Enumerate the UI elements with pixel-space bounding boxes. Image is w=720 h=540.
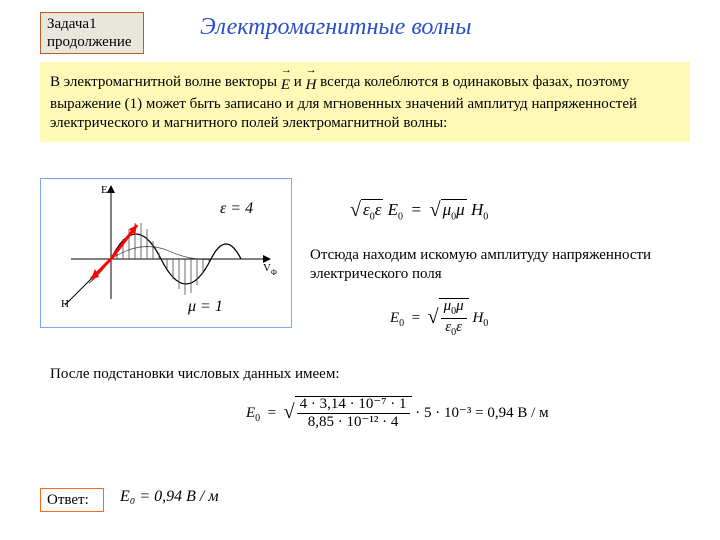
- paragraph-2: После подстановки числовых данных имеем:: [50, 366, 340, 383]
- vector-e: E: [281, 70, 290, 95]
- eq1-rhs-root: μ0μ: [430, 198, 467, 222]
- eq3-den: 8,85 · 10⁻¹² · 4: [297, 414, 410, 430]
- equation-1: ε0ε E0 = μ0μ H0: [350, 198, 488, 222]
- eq2-eq: =: [412, 310, 420, 326]
- equation-3: E0 = 4 · 3,14 · 10⁻⁷ · 1 8,85 · 10⁻¹² · …: [246, 396, 549, 430]
- eq1-lhs-root: ε0ε: [350, 198, 383, 222]
- axis-v-sub: Φ: [271, 268, 277, 277]
- eq3-lhs: E: [246, 405, 255, 421]
- epsilon-label: ε = 4: [220, 200, 253, 218]
- answer-label: Ответ:: [47, 492, 89, 508]
- eq2-rhs-sub: 0: [483, 318, 488, 329]
- task-badge: Задача1 продолжение: [40, 12, 144, 54]
- eq2-frac: μ0μ ε0ε: [441, 299, 467, 338]
- eq2-rhs: H: [472, 310, 483, 326]
- eq1-rhs-var: H: [471, 200, 483, 219]
- page-title: Электромагнитные волны: [200, 14, 471, 41]
- intro-pre: В электромагнитной волне векторы: [50, 74, 281, 90]
- eq2-lhs-sub: 0: [399, 318, 404, 329]
- wave-diagram: E H V Φ: [40, 178, 292, 328]
- equation-2: E0 = μ0μ ε0ε H0: [390, 298, 488, 338]
- eq3-result: 0,94 В / м: [487, 405, 548, 421]
- mu-label: μ = 1: [188, 298, 223, 316]
- intro-box: В электромагнитной волне векторы E и H в…: [40, 62, 690, 142]
- axis-e-label: E: [101, 184, 108, 196]
- eq2-lhs: E: [390, 310, 399, 326]
- wave-svg: E H V Φ: [41, 179, 291, 327]
- eq3-root: 4 · 3,14 · 10⁻⁷ · 1 8,85 · 10⁻¹² · 4: [284, 396, 412, 430]
- eq1-lhs-sub: 0: [398, 211, 403, 222]
- answer-value: E₀ = 0,94 В / м: [120, 488, 219, 506]
- eq1-lhs-var: E: [388, 200, 398, 219]
- axis-v-label: V: [263, 262, 271, 274]
- task-line1: Задача1: [47, 16, 97, 32]
- eq3-eq1: =: [268, 405, 276, 421]
- axis-h-label: H: [61, 298, 69, 310]
- paragraph-1: Отсюда находим искомую амплитуду напряже…: [310, 246, 690, 284]
- intro-mid: и: [294, 74, 306, 90]
- eq1-eq: =: [412, 200, 422, 219]
- vector-h: H: [306, 70, 317, 95]
- eq3-lhs-sub: 0: [255, 413, 260, 424]
- eq3-num: 4 · 3,14 · 10⁻⁷ · 1: [297, 397, 410, 414]
- eq3-mid: · 5 · 10⁻³ =: [415, 405, 487, 421]
- answer-badge: Ответ:: [40, 488, 104, 512]
- task-line2: продолжение: [47, 34, 132, 50]
- eq2-root: μ0μ ε0ε: [428, 298, 469, 338]
- eq3-frac: 4 · 3,14 · 10⁻⁷ · 1 8,85 · 10⁻¹² · 4: [297, 397, 410, 430]
- eq1-rhs-sub: 0: [483, 211, 488, 222]
